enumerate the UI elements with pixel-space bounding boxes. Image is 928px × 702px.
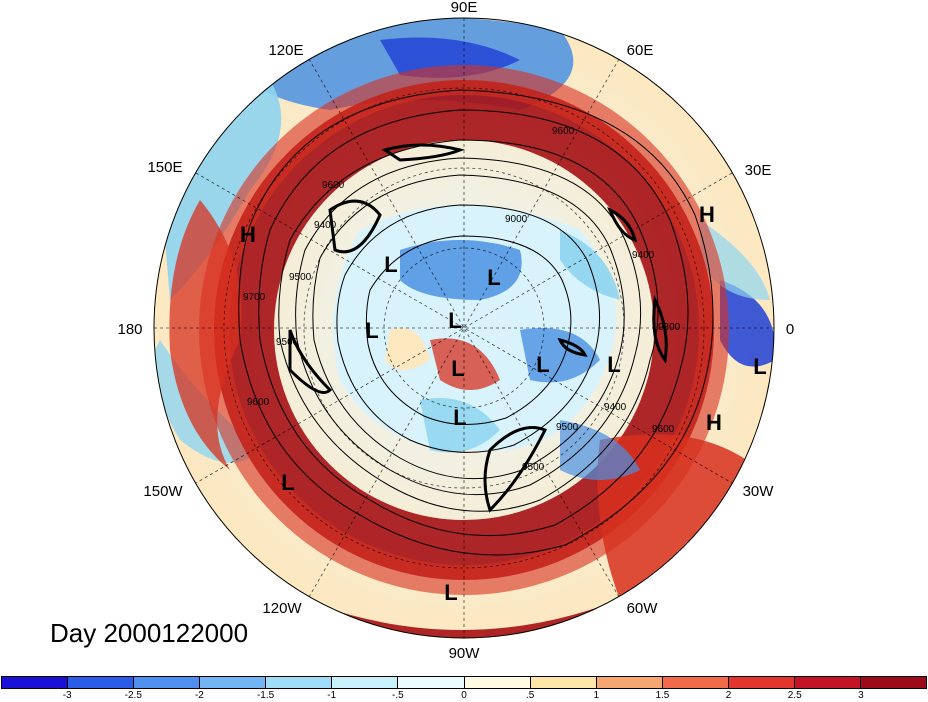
- lon-0: 0: [786, 321, 794, 338]
- geopotential-contours: [238, 89, 714, 556]
- longitude-labels: 90E 60E 30E 0 30W 60W 90W 120W 150W 180 …: [117, 0, 794, 662]
- contour-label: 9600: [247, 397, 270, 408]
- polar-map: 90E 60E 30E 0 30W 60W 90W 120W 150W 180 …: [117, 0, 794, 662]
- colorbar-tick-label: -1.5: [256, 690, 275, 701]
- lon-60e: 60E: [627, 42, 654, 59]
- low-center: L: [384, 252, 397, 277]
- colorbar-tick-label: 1: [593, 690, 600, 701]
- contour-label: 9600: [322, 180, 345, 191]
- colorbar-swatch: [861, 677, 927, 688]
- field-core-blue-3: [560, 230, 620, 300]
- field-east-blue: [720, 280, 774, 367]
- colorbar-tick-label: -.5: [392, 690, 404, 701]
- contour-label: 9800: [658, 322, 681, 333]
- contour-label: 9700: [243, 292, 266, 303]
- colorbar-tick-label: 2: [725, 690, 732, 701]
- low-center: L: [451, 356, 464, 381]
- pressure-centers: H H H L L L L L L L L L L L L: [240, 202, 767, 605]
- low-center: L: [453, 405, 466, 430]
- lon-90e: 90E: [451, 0, 478, 16]
- field-core-blue-2: [520, 328, 600, 383]
- colorbar-tick-label: 0: [461, 690, 467, 701]
- colorbar-ticks: -3 -2.5 -2 -1.5 -1 -.5 0 .5 1 1.5 2 2.5 3: [1, 690, 927, 702]
- contour-label: 9600: [552, 126, 575, 137]
- day-label: Day 2000122000: [50, 618, 249, 648]
- low-center: L: [487, 265, 500, 290]
- contour-label: 9500: [289, 272, 312, 283]
- colorbar-tick-label: 3: [858, 690, 864, 701]
- colorbar-tick-label: .5: [525, 690, 535, 701]
- contour-label: 9500: [556, 422, 579, 433]
- colorbar-swatch: [2, 677, 69, 688]
- contour-label: 9600: [652, 424, 675, 435]
- lon-120w: 120W: [262, 600, 302, 617]
- low-center: L: [753, 354, 766, 379]
- colorbar-swatch: [398, 677, 465, 688]
- lon-30e: 30E: [745, 162, 772, 179]
- low-center: L: [448, 308, 461, 333]
- colorbar-swatch: [662, 677, 729, 688]
- colorbar-swatch: [332, 677, 399, 688]
- lon-30w: 30W: [743, 483, 775, 500]
- field-se-blue: [560, 420, 640, 480]
- colorbar-swatch: [200, 677, 267, 688]
- colorbar-tick-label: -2: [194, 690, 204, 701]
- lon-150e: 150E: [147, 159, 182, 176]
- lon-150w: 150W: [143, 483, 183, 500]
- field-core-blue-1: [400, 240, 522, 300]
- low-center: L: [607, 352, 620, 377]
- field-west-red: [169, 200, 242, 470]
- map-boundary: [153, 17, 775, 639]
- low-center: L: [536, 352, 549, 377]
- colorbar-swatch: [464, 677, 531, 688]
- low-center: L: [281, 470, 294, 495]
- lon-60w: 60W: [627, 600, 659, 617]
- lon-90w: 90W: [449, 645, 481, 662]
- colorbar-tick-label: -2.5: [124, 690, 142, 701]
- high-center: H: [699, 202, 715, 227]
- contour-label: 9500: [522, 462, 545, 473]
- contour-label: 9500: [276, 337, 299, 348]
- colorbar-swatch: [728, 677, 795, 688]
- anomaly-field: [154, 18, 774, 638]
- low-center: L: [444, 580, 457, 605]
- colorbar-swatch: [266, 677, 333, 688]
- low-center: L: [365, 318, 378, 343]
- jet-contours: [288, 143, 668, 513]
- colorbar-swatch: [596, 677, 663, 688]
- graticule: [154, 18, 774, 638]
- high-center: H: [706, 410, 722, 435]
- contour-label: 9400: [314, 220, 337, 231]
- contour-label: 9400: [632, 250, 655, 261]
- field-south-blue: [420, 398, 500, 453]
- colorbar-tick-label: -1: [327, 690, 337, 701]
- contour-label: 9000: [505, 214, 528, 225]
- lon-180: 180: [117, 321, 142, 338]
- contour-value-labels: 9600 9600 9400 9500 9700 9500 9600 9000 …: [243, 126, 681, 473]
- colorbar-swatch: [134, 677, 201, 688]
- high-center: H: [240, 222, 256, 247]
- colorbar: [1, 676, 927, 689]
- field-core-cream: [385, 328, 430, 370]
- colorbar-tick-label: 1.5: [655, 690, 670, 701]
- colorbar-swatch: [68, 677, 135, 688]
- field-southeast-red: [597, 434, 760, 600]
- colorbar-tick-label: 2.5: [787, 690, 802, 701]
- lon-120e: 120E: [268, 42, 303, 59]
- contour-label: 9400: [604, 402, 627, 413]
- colorbar-tick-label: -3: [62, 690, 72, 701]
- colorbar-swatch: [530, 677, 597, 688]
- colorbar-swatch: [794, 677, 862, 688]
- field-core-red: [430, 338, 500, 390]
